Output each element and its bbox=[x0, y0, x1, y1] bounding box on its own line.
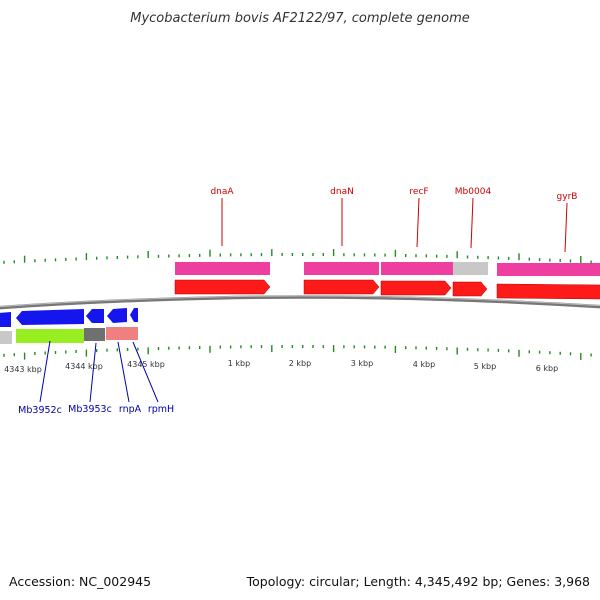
label-gyrB[interactable]: gyrB bbox=[557, 192, 578, 202]
tick-ruler-top bbox=[3, 249, 592, 264]
cds-arrow-recF[interactable] bbox=[380, 280, 452, 296]
gene-bar-dnaN[interactable] bbox=[304, 262, 379, 275]
reverse-gene-track bbox=[0, 327, 138, 344]
scale-label-4344kbp: 4344 kbp bbox=[65, 362, 103, 371]
gene-bar-Mb0004[interactable] bbox=[453, 262, 488, 275]
gene-bar-rpmH[interactable] bbox=[128, 327, 138, 340]
label-Mb3953c[interactable]: Mb3953c bbox=[68, 404, 112, 415]
cds-arrow-dnaA[interactable] bbox=[174, 279, 271, 295]
bottom-gene-labels: Mb3952c Mb3953c rnpA rpmH bbox=[18, 340, 174, 416]
gene-bar-gyrB[interactable] bbox=[497, 263, 600, 276]
map-title: Mycobacterium bovis AF2122/97, complete … bbox=[130, 11, 469, 26]
tick-ruler-bottom bbox=[3, 345, 592, 360]
gene-bar-dnaA[interactable] bbox=[175, 262, 270, 275]
label-recF[interactable]: recF bbox=[409, 187, 428, 197]
scale-label-4345kbp: 4345 kbp bbox=[127, 360, 165, 369]
scale-label-2kbp: 2 kbp bbox=[289, 359, 311, 368]
leader-recF bbox=[416, 197, 420, 248]
scale-label-4kbp: 4 kbp bbox=[413, 360, 435, 369]
cds-arrow-left-edge[interactable] bbox=[0, 312, 11, 327]
scale-label-3kbp: 3 kbp bbox=[351, 359, 373, 368]
top-gene-labels: dnaA dnaN recF Mb0004 gyrB bbox=[210, 187, 578, 253]
scale-label-4343kbp: 4343 kbp bbox=[4, 365, 42, 374]
genome-backbone bbox=[0, 295, 600, 310]
leader-gyrB bbox=[564, 202, 568, 253]
cds-arrow-Mb0004[interactable] bbox=[452, 281, 488, 297]
leader-Mb3953c bbox=[89, 342, 97, 403]
label-Mb0004[interactable]: Mb0004 bbox=[455, 187, 492, 197]
leader-rnpA bbox=[117, 341, 130, 403]
accession-text: Accession: NC_002945 bbox=[9, 574, 151, 589]
label-dnaA[interactable]: dnaA bbox=[210, 187, 234, 197]
forward-gene-track bbox=[175, 262, 600, 276]
scale-label-5kbp: 5 kbp bbox=[474, 362, 496, 371]
gene-bar-recF[interactable] bbox=[381, 262, 453, 275]
label-Mb3952c[interactable]: Mb3952c bbox=[18, 405, 62, 416]
scale-label-6kbp: 6 kbp bbox=[536, 364, 558, 373]
scale-label-1kbp: 1 kbp bbox=[228, 359, 250, 368]
cds-arrow-dnaN[interactable] bbox=[303, 279, 380, 295]
cds-arrow-rnpA[interactable] bbox=[107, 308, 127, 323]
gene-bar-rnpA[interactable] bbox=[106, 327, 128, 340]
leader-Mb0004 bbox=[470, 197, 474, 249]
topology-text: Topology: circular; Length: 4,345,492 bp… bbox=[246, 574, 590, 589]
cds-arrow-gyrB[interactable] bbox=[496, 283, 600, 300]
gene-bar-Mb3953c[interactable] bbox=[84, 328, 105, 341]
forward-cds-track bbox=[174, 279, 600, 300]
cds-arrow-Mb3952c[interactable] bbox=[16, 309, 84, 325]
reverse-cds-track bbox=[0, 308, 138, 327]
cds-arrow-rpmH[interactable] bbox=[130, 308, 138, 322]
scale-labels: 4343 kbp 4344 kbp 4345 kbp 1 kbp 2 kbp 3… bbox=[4, 359, 558, 374]
leader-rpmH bbox=[132, 341, 159, 403]
leader-Mb3952c bbox=[39, 340, 51, 403]
label-dnaN[interactable]: dnaN bbox=[330, 187, 354, 197]
gene-bar-Mb3952c[interactable] bbox=[16, 329, 84, 343]
cds-arrow-Mb3953c[interactable] bbox=[86, 309, 104, 323]
genome-backbone-highlight bbox=[0, 295, 600, 308]
gene-bar-left-edge[interactable] bbox=[0, 331, 12, 344]
label-rpmH[interactable]: rpmH bbox=[148, 404, 174, 415]
label-rnpA[interactable]: rnpA bbox=[119, 404, 142, 415]
